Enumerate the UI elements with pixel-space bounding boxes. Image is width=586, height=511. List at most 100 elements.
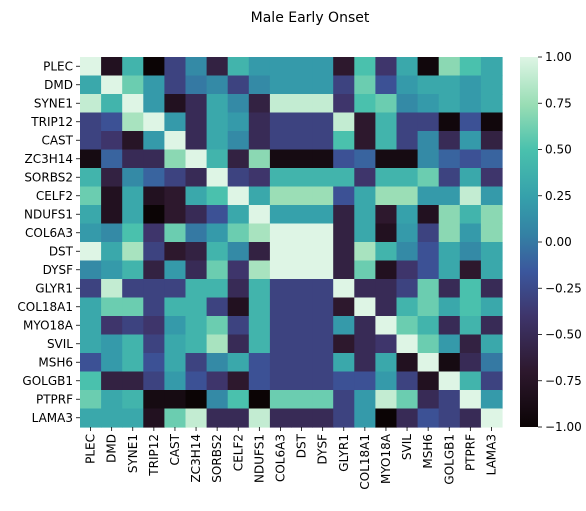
heatmap-cell	[375, 408, 398, 428]
heatmap-cell	[101, 334, 123, 354]
heatmap-cell	[480, 223, 503, 243]
heatmap-cell	[122, 75, 144, 95]
heatmap-cell	[459, 297, 482, 317]
heatmap-cell	[164, 408, 187, 428]
heatmap-cell	[396, 75, 419, 95]
heatmap-cell	[354, 408, 376, 428]
heatmap-cell	[164, 94, 187, 114]
row-tick-label: CELF2	[36, 189, 73, 203]
heatmap-cell	[417, 112, 440, 132]
heatmap-cell	[206, 94, 229, 114]
row-tick-label: PLEC	[43, 59, 73, 73]
heatmap-cell	[227, 205, 250, 225]
heatmap-cell	[101, 112, 123, 132]
heatmap-cell	[354, 390, 376, 410]
heatmap-cell	[143, 316, 165, 336]
heatmap-cell	[248, 112, 271, 132]
heatmap-cell	[206, 334, 229, 354]
heatmap-cell	[101, 168, 123, 188]
column-tick-label: TRIP12	[147, 434, 161, 477]
heatmap-cell	[438, 260, 461, 280]
heatmap-cell	[227, 75, 250, 95]
row-tick-label: GOLGB1	[22, 374, 73, 388]
heatmap-cell	[459, 131, 482, 151]
heatmap-cell	[417, 149, 440, 169]
heatmap-cell	[143, 186, 165, 206]
heatmap-cell	[375, 149, 398, 169]
heatmap-cell	[354, 242, 376, 262]
heatmap-cell	[438, 408, 461, 428]
heatmap-cell	[185, 149, 208, 169]
heatmap-cell	[206, 242, 229, 262]
heatmap-cell	[333, 242, 355, 262]
heatmap-cell	[80, 205, 102, 225]
heatmap-cell	[206, 57, 229, 77]
colorbar: 1.00 0.75 0.50 0.25 0.00 −0.25 −0.50 −0.75 −1.00	[520, 50, 582, 434]
heatmap-cell	[164, 223, 187, 243]
heatmap-cell	[375, 297, 398, 317]
heatmap-cell	[185, 242, 208, 262]
heatmap-cell	[375, 57, 398, 77]
heatmap-cell	[164, 297, 187, 317]
heatmap-cell	[459, 112, 482, 132]
heatmap-cell	[312, 223, 334, 243]
heatmap-cell	[375, 75, 398, 95]
heatmap-cell	[101, 260, 123, 280]
heatmap-cell	[333, 75, 355, 95]
row-tick-label: TRIP12	[30, 115, 73, 129]
heatmap-cell	[185, 408, 208, 428]
heatmap-cell	[291, 408, 313, 428]
heatmap-cell	[396, 371, 419, 391]
heatmap-cell	[354, 353, 376, 373]
heatmap-cell	[269, 316, 292, 336]
heatmap-cell	[248, 242, 271, 262]
heatmap-cell	[312, 131, 334, 151]
column-tick-label: CELF2	[231, 434, 245, 471]
heatmap-cell	[206, 112, 229, 132]
heatmap-cell	[417, 408, 440, 428]
column-tick-label: LAMA3	[484, 434, 498, 475]
heatmap-cell	[396, 168, 419, 188]
heatmap-cell	[417, 260, 440, 280]
heatmap-cell	[291, 279, 313, 299]
heatmap-cell	[164, 186, 187, 206]
heatmap-cell	[480, 297, 503, 317]
heatmap-cell	[312, 242, 334, 262]
heatmap-cell	[164, 57, 187, 77]
heatmap-cell	[80, 168, 102, 188]
heatmap-cell	[354, 316, 376, 336]
heatmap-cell	[248, 371, 271, 391]
heatmap-cell	[291, 260, 313, 280]
heatmap-cell	[101, 316, 123, 336]
heatmap-cell	[248, 316, 271, 336]
column-tick-label: GLYR1	[337, 434, 351, 472]
heatmap-cell	[291, 205, 313, 225]
heatmap-cell	[143, 297, 165, 317]
heatmap-cell	[354, 260, 376, 280]
heatmap-cell	[459, 75, 482, 95]
heatmap-cell	[459, 57, 482, 77]
heatmap-cell	[101, 242, 123, 262]
heatmap-cell	[417, 316, 440, 336]
heatmap-cell	[354, 149, 376, 169]
heatmap-cell	[417, 186, 440, 206]
heatmap-cell	[375, 131, 398, 151]
heatmap-cell	[164, 260, 187, 280]
heatmap-cell	[122, 371, 144, 391]
heatmap-cell	[143, 149, 165, 169]
column-tick-label: GOLGB1	[442, 434, 456, 485]
row-tick-label: NDUFS1	[24, 207, 73, 221]
heatmap-cell	[417, 223, 440, 243]
heatmap-cell	[101, 408, 123, 428]
heatmap-cell	[291, 334, 313, 354]
heatmap-cell	[375, 316, 398, 336]
heatmap-cell	[312, 149, 334, 169]
heatmap-cell	[291, 57, 313, 77]
heatmap-cell	[480, 112, 503, 132]
heatmap-cell	[164, 131, 187, 151]
heatmap-cell	[269, 94, 292, 114]
heatmap-cell	[438, 353, 461, 373]
heatmap-cell	[143, 131, 165, 151]
heatmap-cell	[269, 205, 292, 225]
heatmap-cell	[438, 223, 461, 243]
